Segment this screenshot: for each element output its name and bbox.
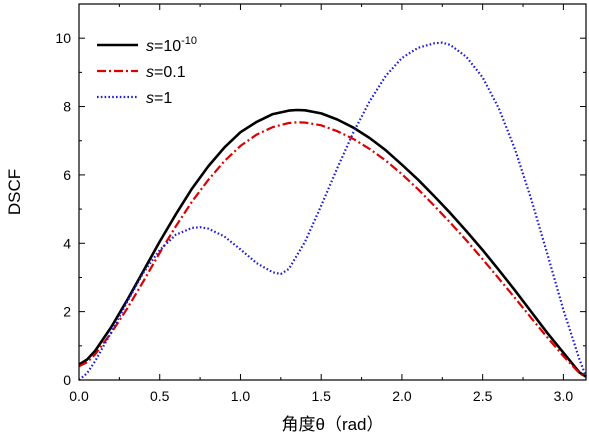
legend-entry: s=1 (97, 90, 172, 107)
y-tick-label: 6 (63, 167, 71, 183)
legend-label: s=0.1 (146, 64, 186, 81)
x-tick-label: 3.0 (554, 388, 574, 404)
legend-label-value: =1 (154, 90, 172, 107)
legend-entry: s=10-10 (97, 35, 197, 55)
legend-label: s=1 (146, 90, 172, 107)
legend-entry: s=0.1 (97, 64, 186, 81)
y-tick-label: 10 (55, 30, 71, 46)
y-tick-label: 4 (63, 235, 71, 251)
y-tick-label: 8 (63, 99, 71, 115)
legend-label-exponent: -10 (181, 35, 197, 47)
plot-area: 0.0 0.5 1.0 1.5 2.0 2.5 3.0 0 2 4 6 8 10 (55, 3, 588, 404)
y-tick-label: 2 (63, 304, 71, 320)
legend-label: s=10-10 (146, 35, 197, 55)
x-tick-label: 1.5 (311, 388, 331, 404)
series-line (78, 121, 587, 379)
legend-label-value: =10 (154, 38, 181, 55)
legend-label-variable: s (146, 64, 154, 81)
legend-label-variable: s (146, 38, 154, 55)
series-line (78, 108, 587, 378)
legend-label-value: =0.1 (154, 64, 186, 81)
x-tick-label: 2.0 (392, 388, 412, 404)
x-axis-title: 角度θ（rad） (281, 415, 383, 434)
series-line (78, 41, 588, 381)
legend-label-variable: s (146, 90, 154, 107)
y-tick-label: 0 (63, 372, 71, 388)
x-tick-label: 2.5 (473, 388, 493, 404)
legend: s=10-10 s=0.1 s=1 (97, 35, 197, 107)
x-tick-label: 0.5 (150, 388, 170, 404)
x-tick-label: 0.0 (69, 388, 89, 404)
plot-frame (78, 3, 587, 381)
y-axis-title: DSCF (5, 169, 24, 215)
x-tick-label: 1.0 (231, 388, 251, 404)
